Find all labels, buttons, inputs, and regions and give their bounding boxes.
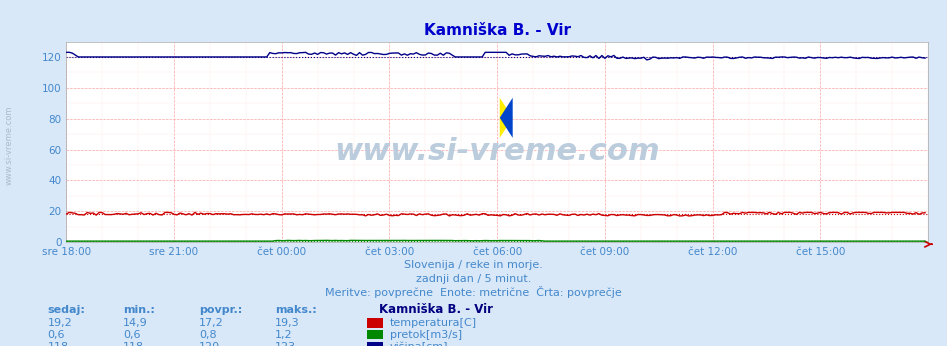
Text: 0,6: 0,6	[123, 330, 140, 340]
Text: 17,2: 17,2	[199, 318, 223, 328]
Text: 120: 120	[199, 342, 220, 346]
Text: www.si-vreme.com: www.si-vreme.com	[334, 137, 660, 166]
Text: min.:: min.:	[123, 305, 155, 315]
Text: 19,3: 19,3	[275, 318, 299, 328]
Title: Kamniška B. - Vir: Kamniška B. - Vir	[423, 22, 571, 38]
Text: maks.:: maks.:	[275, 305, 316, 315]
Text: Meritve: povprečne  Enote: metrične  Črta: povprečje: Meritve: povprečne Enote: metrične Črta:…	[325, 286, 622, 298]
Text: www.si-vreme.com: www.si-vreme.com	[5, 106, 14, 185]
Text: zadnji dan / 5 minut.: zadnji dan / 5 minut.	[416, 274, 531, 284]
Polygon shape	[500, 98, 512, 138]
Polygon shape	[500, 98, 512, 138]
Text: 0,8: 0,8	[199, 330, 217, 340]
Text: povpr.:: povpr.:	[199, 305, 242, 315]
Text: pretok[m3/s]: pretok[m3/s]	[390, 330, 462, 340]
Text: sedaj:: sedaj:	[47, 305, 85, 315]
Text: 0,6: 0,6	[47, 330, 64, 340]
Text: 14,9: 14,9	[123, 318, 148, 328]
Text: 1,2: 1,2	[275, 330, 293, 340]
Text: temperatura[C]: temperatura[C]	[390, 318, 477, 328]
Text: 118: 118	[47, 342, 68, 346]
Text: Slovenija / reke in morje.: Slovenija / reke in morje.	[404, 260, 543, 270]
Text: višina[cm]: višina[cm]	[390, 342, 449, 346]
Text: 118: 118	[123, 342, 144, 346]
Text: 19,2: 19,2	[47, 318, 72, 328]
Text: Kamniška B. - Vir: Kamniška B. - Vir	[379, 303, 492, 316]
Text: 123: 123	[275, 342, 295, 346]
